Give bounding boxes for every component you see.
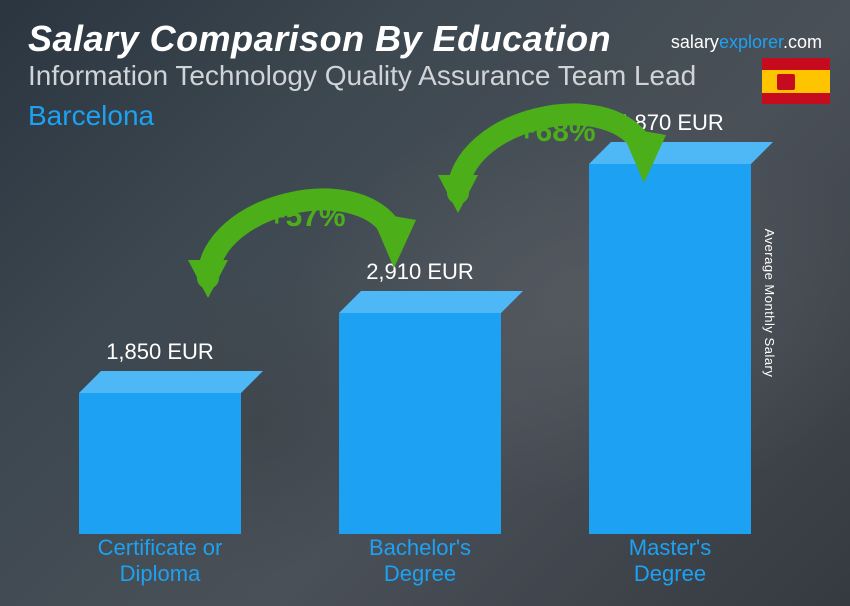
bar-value: 1,850 EUR — [106, 339, 214, 365]
bar — [339, 291, 501, 534]
chart-title: Salary Comparison By Education — [28, 18, 611, 60]
spain-flag-icon — [762, 58, 830, 104]
increase-arrow: +57% — [180, 160, 420, 300]
brand-prefix: salary — [671, 32, 719, 52]
brand-logo: salaryexplorer.com — [671, 32, 822, 53]
bar-label: Certificate orDiploma — [60, 535, 260, 586]
increase-arrow: +68% — [430, 75, 670, 215]
brand-suffix: .com — [783, 32, 822, 52]
bar-top-face — [79, 371, 263, 393]
chart-container: Salary Comparison By Education salaryexp… — [0, 0, 850, 606]
bar-label: Master'sDegree — [570, 535, 770, 586]
bar-front-face — [589, 164, 751, 534]
increase-percent: +68% — [518, 115, 596, 149]
bar-front-face — [339, 313, 501, 534]
bar-front-face — [79, 393, 241, 534]
bar-label: Bachelor'sDegree — [320, 535, 520, 586]
bar — [79, 371, 241, 534]
location-label: Barcelona — [28, 100, 154, 132]
brand-highlight: explorer — [719, 32, 783, 52]
bar-chart: 1,850 EURCertificate orDiploma2,910 EURB… — [40, 130, 790, 586]
increase-percent: +57% — [268, 200, 346, 234]
